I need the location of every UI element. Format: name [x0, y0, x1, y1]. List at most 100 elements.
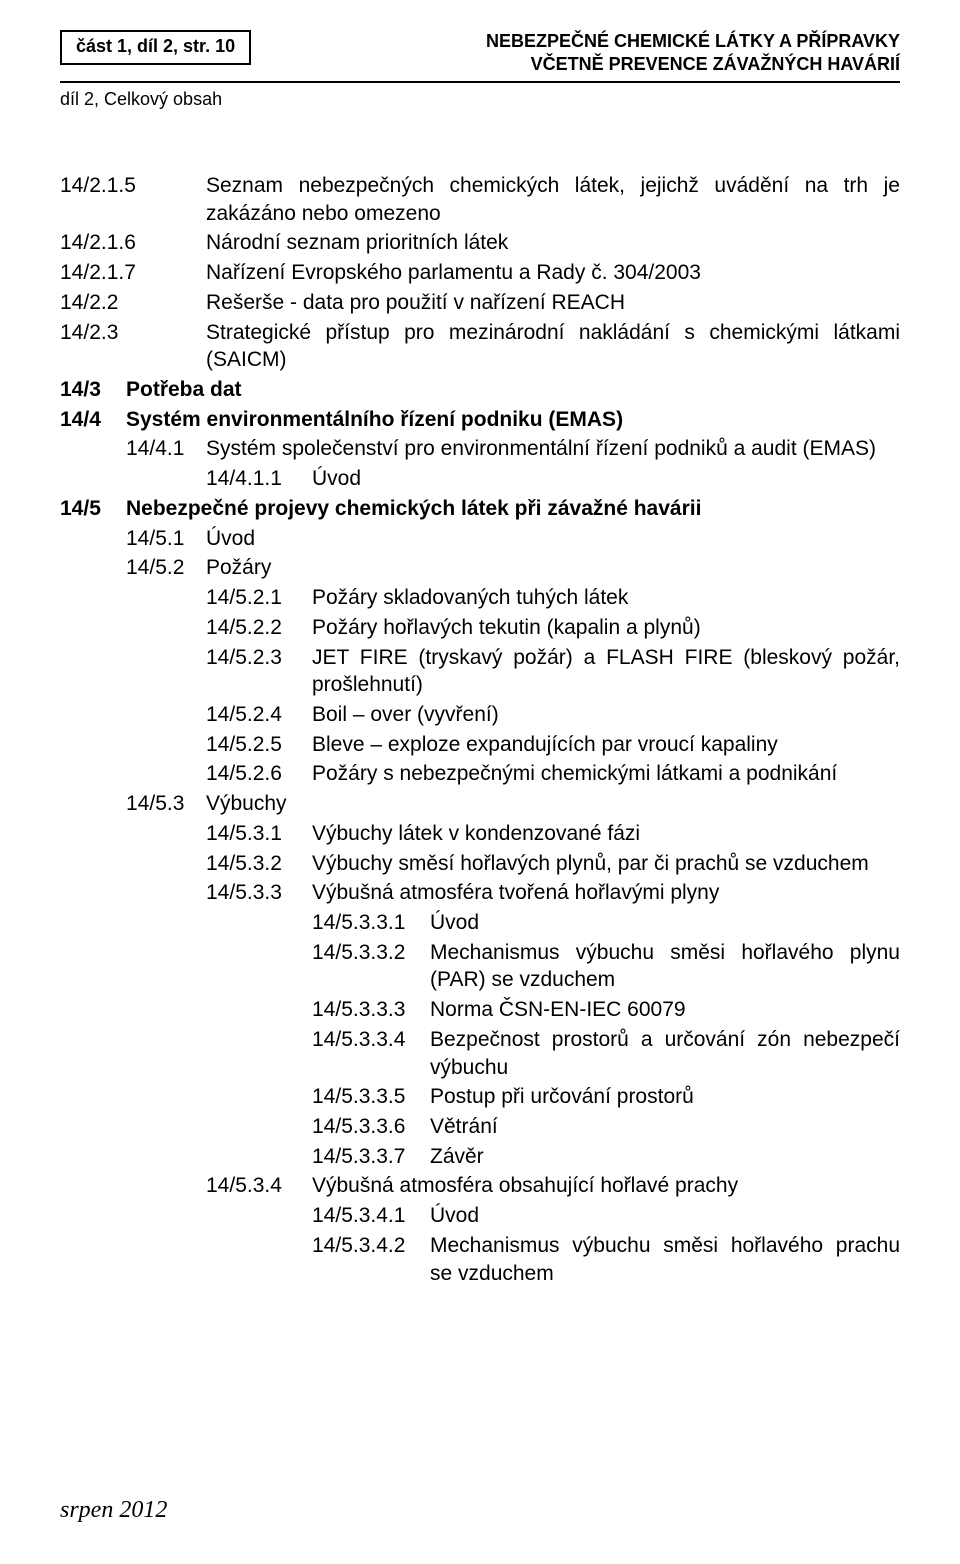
- toc-item: 14/5 Nebezpečné projevy chemických látek…: [60, 495, 900, 523]
- toc-item: 14/5.2.4 Boil – over (vyvření): [60, 701, 900, 729]
- toc-item: 14/5.3.3.1 Úvod: [60, 909, 900, 937]
- doc-title-line1: NEBEZPEČNÉ CHEMICKÉ LÁTKY A PŘÍPRAVKY: [486, 30, 900, 53]
- toc-item: 14/5.2.1 Požáry skladovaných tuhých láte…: [60, 584, 900, 612]
- toc-text: Systém společenství pro environmentální …: [206, 435, 900, 463]
- toc-item: 14/5.3.2 Výbuchy směsí hořlavých plynů, …: [60, 850, 900, 878]
- toc-text: Potřeba dat: [126, 376, 900, 404]
- toc-text: Strategické přístup pro mezinárodní nakl…: [206, 319, 900, 374]
- toc-num: 14/5.2.2: [206, 614, 312, 642]
- toc-num: 14/5.1: [126, 525, 206, 553]
- toc-num: 14/5.2: [126, 554, 206, 582]
- toc-item: 14/3 Potřeba dat: [60, 376, 900, 404]
- toc-text: Výbuchy: [206, 790, 900, 818]
- toc-text: Nařízení Evropského parlamentu a Rady č.…: [206, 259, 900, 287]
- toc-item: 14/4.1.1 Úvod: [60, 465, 900, 493]
- toc-item: 14/4.1 Systém společenství pro environme…: [60, 435, 900, 463]
- toc-num: 14/4.1.1: [206, 465, 312, 493]
- toc-num: 14/5.3.4.1: [312, 1202, 430, 1230]
- toc-text: Požáry hořlavých tekutin (kapalin a plyn…: [312, 614, 900, 642]
- toc-num: 14/5.2.6: [206, 760, 312, 788]
- toc-num: 14/2.3: [60, 319, 206, 374]
- toc-item: 14/5.3.3 Výbušná atmosféra tvořená hořla…: [60, 879, 900, 907]
- toc-num: 14/5.3.3.2: [312, 939, 430, 994]
- toc-num: 14/5.2.1: [206, 584, 312, 612]
- toc-num: 14/5.3.3: [206, 879, 312, 907]
- page-reference: část 1, díl 2, str. 10: [60, 30, 251, 65]
- toc-text: Požáry: [206, 554, 900, 582]
- toc-num: 14/5: [60, 495, 126, 523]
- toc-num: 14/5.2.5: [206, 731, 312, 759]
- header-right: NEBEZPEČNÉ CHEMICKÉ LÁTKY A PŘÍPRAVKY VČ…: [486, 30, 900, 75]
- toc-item: 14/5.3.3.3 Norma ČSN-EN-IEC 60079: [60, 996, 900, 1024]
- toc-body: 14/2.1.5 Seznam nebezpečných chemických …: [0, 110, 960, 1287]
- toc-num: 14/4: [60, 406, 126, 434]
- toc-text: Výbušná atmosféra tvořená hořlavými plyn…: [312, 879, 900, 907]
- toc-item: 14/5.3.3.6 Větrání: [60, 1113, 900, 1141]
- toc-text: Bezpečnost prostorů a určování zón nebez…: [430, 1026, 900, 1081]
- toc-text: Úvod: [312, 465, 900, 493]
- toc-text: Závěr: [430, 1143, 900, 1171]
- toc-item: 14/5.2.6 Požáry s nebezpečnými chemickým…: [60, 760, 900, 788]
- toc-item: 14/5.2.3 JET FIRE (tryskavý požár) a FLA…: [60, 644, 900, 699]
- page-footer-date: srpen 2012: [60, 1497, 167, 1524]
- toc-item: 14/5.1 Úvod: [60, 525, 900, 553]
- toc-item: 14/5.2.5 Bleve – exploze expandujících p…: [60, 731, 900, 759]
- doc-title-line2: VČETNĚ PREVENCE ZÁVAŽNÝCH HAVÁRIÍ: [486, 53, 900, 76]
- header-left: část 1, díl 2, str. 10: [60, 30, 251, 65]
- toc-num: 14/5.3.4.2: [312, 1232, 430, 1287]
- toc-num: 14/5.3.3.1: [312, 909, 430, 937]
- toc-item: 14/5.3.4.2 Mechanismus výbuchu směsi hoř…: [60, 1232, 900, 1287]
- toc-text: Národní seznam prioritních látek: [206, 229, 900, 257]
- toc-text: Bleve – exploze expandujících par vroucí…: [312, 731, 900, 759]
- toc-num: 14/5.3.3.3: [312, 996, 430, 1024]
- toc-text: Boil – over (vyvření): [312, 701, 900, 729]
- toc-num: 14/5.3.4: [206, 1172, 312, 1200]
- page-header: část 1, díl 2, str. 10 NEBEZPEČNÉ CHEMIC…: [0, 0, 960, 75]
- toc-num: 14/2.1.7: [60, 259, 206, 287]
- toc-item: 14/2.2 Rešerše - data pro použití v naří…: [60, 289, 900, 317]
- toc-item: 14/2.3 Strategické přístup pro mezinárod…: [60, 319, 900, 374]
- toc-text: Norma ČSN-EN-IEC 60079: [430, 996, 900, 1024]
- toc-item: 14/5.3.4 Výbušná atmosféra obsahující ho…: [60, 1172, 900, 1200]
- toc-text: Úvod: [206, 525, 900, 553]
- toc-item: 14/5.3.3.4 Bezpečnost prostorů a určován…: [60, 1026, 900, 1081]
- toc-text: Postup při určování prostorů: [430, 1083, 900, 1111]
- toc-num: 14/2.1.5: [60, 172, 206, 227]
- toc-item: 14/5.3.3.2 Mechanismus výbuchu směsi hoř…: [60, 939, 900, 994]
- toc-text: Výbušná atmosféra obsahující hořlavé pra…: [312, 1172, 900, 1200]
- toc-num: 14/5.3.3.6: [312, 1113, 430, 1141]
- toc-text: JET FIRE (tryskavý požár) a FLASH FIRE (…: [312, 644, 900, 699]
- page: část 1, díl 2, str. 10 NEBEZPEČNÉ CHEMIC…: [0, 0, 960, 1564]
- toc-text: Výbuchy směsí hořlavých plynů, par či pr…: [312, 850, 900, 878]
- toc-text: Požáry skladovaných tuhých látek: [312, 584, 900, 612]
- toc-num: 14/5.3.2: [206, 850, 312, 878]
- toc-item: 14/5.3.3.5 Postup při určování prostorů: [60, 1083, 900, 1111]
- toc-text: Požáry s nebezpečnými chemickými látkami…: [312, 760, 900, 788]
- toc-item: 14/5.2.2 Požáry hořlavých tekutin (kapal…: [60, 614, 900, 642]
- toc-num: 14/5.3: [126, 790, 206, 818]
- toc-item: 14/2.1.7 Nařízení Evropského parlamentu …: [60, 259, 900, 287]
- toc-item: 14/5.3 Výbuchy: [60, 790, 900, 818]
- toc-num: 14/5.2.3: [206, 644, 312, 699]
- toc-text: Úvod: [430, 1202, 900, 1230]
- toc-num: 14/5.3.3.4: [312, 1026, 430, 1081]
- toc-text: Seznam nebezpečných chemických látek, je…: [206, 172, 900, 227]
- toc-item: 14/5.3.1 Výbuchy látek v kondenzované fá…: [60, 820, 900, 848]
- toc-item: 14/5.2 Požáry: [60, 554, 900, 582]
- toc-num: 14/2.1.6: [60, 229, 206, 257]
- toc-text: Nebezpečné projevy chemických látek při …: [126, 495, 900, 523]
- toc-num: 14/5.3.1: [206, 820, 312, 848]
- toc-item: 14/4 Systém environmentálního řízení pod…: [60, 406, 900, 434]
- toc-text: Větrání: [430, 1113, 900, 1141]
- toc-num: 14/3: [60, 376, 126, 404]
- toc-text: Systém environmentálního řízení podniku …: [126, 406, 900, 434]
- toc-num: 14/4.1: [126, 435, 206, 463]
- toc-text: Mechanismus výbuchu směsi hořlavého plyn…: [430, 939, 900, 994]
- toc-text: Rešerše - data pro použití v nařízení RE…: [206, 289, 900, 317]
- toc-item: 14/5.3.4.1 Úvod: [60, 1202, 900, 1230]
- toc-text: Mechanismus výbuchu směsi hořlavého prac…: [430, 1232, 900, 1287]
- toc-item: 14/2.1.6 Národní seznam prioritních láte…: [60, 229, 900, 257]
- section-subhead: díl 2, Celkový obsah: [0, 83, 960, 110]
- toc-text: Výbuchy látek v kondenzované fázi: [312, 820, 900, 848]
- toc-num: 14/2.2: [60, 289, 206, 317]
